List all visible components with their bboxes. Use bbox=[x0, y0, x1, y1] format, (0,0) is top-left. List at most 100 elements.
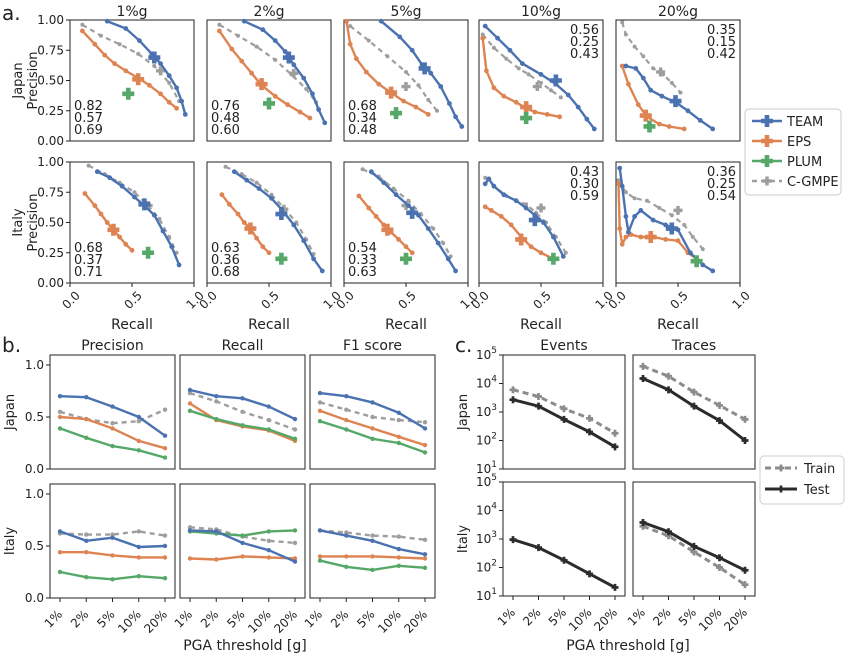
plum-point bbox=[422, 450, 428, 455]
team-point bbox=[291, 62, 297, 68]
x-axis-label: PGA threshold [g] bbox=[566, 638, 690, 654]
team-point bbox=[491, 183, 497, 189]
cgmpe-point bbox=[524, 202, 529, 207]
c-gmpe-point bbox=[162, 407, 168, 412]
legend-label: TEAM bbox=[786, 115, 823, 130]
legend-label: PLUM bbox=[787, 155, 822, 170]
team-point bbox=[256, 186, 262, 192]
c-gmpe-point bbox=[136, 419, 141, 424]
eps-point bbox=[480, 35, 486, 41]
y-tick-label: 0.0 bbox=[25, 591, 44, 605]
plum-marker bbox=[690, 255, 703, 268]
cgmpe-point bbox=[391, 186, 396, 191]
eps-point bbox=[217, 28, 222, 34]
test-point bbox=[665, 528, 672, 536]
team-point bbox=[425, 226, 431, 232]
eps-point bbox=[528, 244, 534, 250]
cgmpe-marker bbox=[401, 201, 411, 211]
team-point bbox=[317, 390, 323, 396]
axes-frame bbox=[343, 19, 469, 142]
test-point bbox=[741, 437, 749, 444]
eps-point bbox=[403, 244, 409, 250]
c-gmpe-point bbox=[292, 540, 298, 546]
eps-point bbox=[57, 550, 63, 555]
legend-label: C-GMPE bbox=[787, 175, 839, 190]
x-tick-label: 10% bbox=[245, 607, 274, 636]
cgmpe-point bbox=[152, 64, 157, 68]
cgmpe-point bbox=[348, 24, 353, 29]
y-tick-label: 105 bbox=[476, 346, 497, 362]
eps-point bbox=[214, 557, 219, 562]
subplot-japan-2: 0.680.340.48 5%g bbox=[343, 4, 469, 142]
y-tick-label: 101 bbox=[476, 587, 497, 603]
c-gmpe-line bbox=[59, 408, 166, 425]
x-tick-label: 1% bbox=[495, 605, 518, 628]
column-title: Precision bbox=[81, 338, 143, 354]
auc-label: 0.59 bbox=[570, 189, 599, 204]
team-point bbox=[513, 198, 519, 204]
team-point bbox=[260, 27, 266, 33]
column-title: Events bbox=[540, 338, 587, 354]
plum-point bbox=[370, 436, 375, 441]
x-tick-label: 2% bbox=[68, 607, 91, 630]
team-point bbox=[316, 107, 321, 112]
eps-marker bbox=[639, 109, 652, 122]
eps-point bbox=[344, 417, 349, 423]
auc-label: 0.36 bbox=[707, 165, 736, 180]
auc-label: 0.34 bbox=[348, 111, 377, 126]
column-title: F1 score bbox=[343, 338, 402, 354]
axes-frame bbox=[632, 354, 756, 470]
x-tick-label: 10% bbox=[115, 607, 144, 636]
team-point bbox=[57, 394, 63, 399]
team-point bbox=[685, 108, 691, 114]
x-axis-label: Recall bbox=[111, 317, 153, 333]
train-point bbox=[716, 564, 723, 571]
eps-point bbox=[501, 93, 507, 99]
train-point bbox=[509, 386, 517, 394]
y-tick-label: 1.00 bbox=[37, 155, 64, 169]
team-point bbox=[370, 538, 375, 543]
plum-marker bbox=[122, 87, 135, 100]
eps-point bbox=[226, 201, 232, 207]
c-gmpe-point bbox=[292, 427, 298, 432]
c-gmpe-point bbox=[317, 400, 323, 405]
legend-marker bbox=[761, 115, 773, 127]
subplot-b-italy-0: 0.0 0.5 1.0 Italy 1% 2% 5%10%20% bbox=[3, 483, 176, 636]
plum-marker bbox=[547, 252, 560, 265]
auc-label: 0.33 bbox=[348, 253, 377, 268]
team-point bbox=[538, 72, 544, 77]
axes-frame bbox=[478, 161, 604, 284]
eps-point bbox=[354, 56, 359, 62]
plum-point bbox=[187, 408, 193, 413]
y-axis-label: Precision bbox=[26, 51, 41, 109]
cgmpe-point bbox=[404, 70, 408, 74]
team-point bbox=[640, 75, 646, 81]
team-point bbox=[151, 212, 157, 218]
team-point bbox=[381, 180, 387, 186]
axes-frame bbox=[615, 161, 741, 284]
legend-label: Train bbox=[803, 462, 835, 477]
x-axis-label: Recall bbox=[657, 317, 699, 333]
team-point bbox=[110, 535, 115, 540]
cgmpe-point bbox=[645, 198, 649, 203]
team-point bbox=[244, 177, 250, 183]
team-point bbox=[422, 552, 428, 557]
team-point bbox=[663, 222, 668, 228]
team-point bbox=[160, 228, 166, 234]
eps-point bbox=[229, 46, 235, 52]
team-point bbox=[453, 268, 458, 274]
x-tick-label: 1% bbox=[625, 605, 648, 628]
eps-point bbox=[187, 556, 193, 561]
team-point bbox=[710, 268, 716, 274]
team-point bbox=[584, 116, 590, 122]
eps-point bbox=[123, 241, 129, 247]
eps-point bbox=[249, 70, 255, 76]
subplot-c-japan-0: Events 101 102 103 104 105 Japan bbox=[456, 338, 626, 476]
test-point bbox=[586, 428, 593, 436]
y-tick-label: 0.50 bbox=[37, 74, 64, 88]
team-point bbox=[495, 35, 500, 41]
subplot-japan-3: 0.560.250.43 10%g bbox=[478, 4, 604, 142]
team-point bbox=[176, 262, 182, 268]
